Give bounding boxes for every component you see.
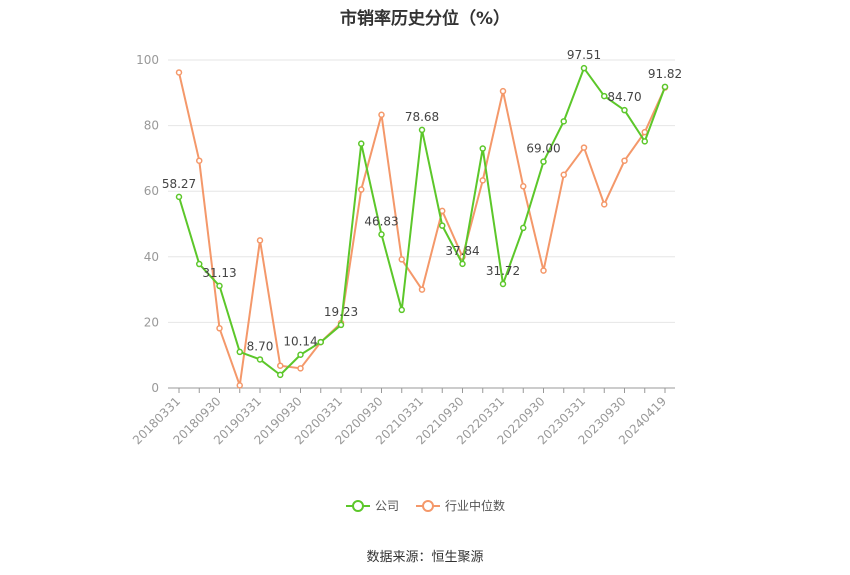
legend-item-company[interactable]: 公司 xyxy=(345,497,399,514)
company-data-point xyxy=(601,92,608,100)
legend-item-industry[interactable]: 行业中位数 xyxy=(415,497,505,514)
legend-industry-label: 行业中位数 xyxy=(445,499,506,513)
legend-company-label: 公司 xyxy=(374,499,399,513)
data-label: 37.84 xyxy=(445,244,479,258)
company-data-point xyxy=(378,231,385,238)
data-label: 97.51 xyxy=(567,48,601,62)
company-data-point xyxy=(479,145,486,152)
data-label: 84.70 xyxy=(607,90,641,104)
company-data-point xyxy=(418,126,426,134)
company-data-point xyxy=(520,224,527,232)
company-data-point xyxy=(175,193,183,201)
industry-data-point xyxy=(560,171,567,179)
company-data-point xyxy=(459,260,466,268)
data-label: 10.14 xyxy=(283,335,317,349)
company-data-point xyxy=(499,280,507,288)
industry-data-point xyxy=(479,177,486,184)
data-label: 91.82 xyxy=(648,67,682,81)
industry-data-point xyxy=(601,201,608,208)
legend-industry-marker xyxy=(416,499,440,512)
data-label: 19.23 xyxy=(324,305,358,319)
data-label: 31.72 xyxy=(486,264,520,278)
company-data-point xyxy=(540,158,547,165)
industry-data-point xyxy=(499,87,507,95)
industry-data-point xyxy=(540,267,547,274)
y-tick-label: 0 xyxy=(151,381,159,395)
company-data-point xyxy=(661,83,669,91)
industry-data-point xyxy=(277,362,284,369)
company-data-point xyxy=(196,260,203,268)
industry-data-point xyxy=(418,286,426,293)
legend: 公司 行业中位数 xyxy=(0,497,850,514)
y-tick-label: 20 xyxy=(144,315,159,329)
data-label: 78.68 xyxy=(405,110,439,124)
industry-data-point xyxy=(297,365,304,372)
industry-data-point xyxy=(398,256,405,263)
industry-data-point xyxy=(175,69,183,76)
y-tick-label: 80 xyxy=(144,119,159,133)
data-label: 58.27 xyxy=(162,177,196,191)
industry-data-point xyxy=(358,186,365,193)
company-data-point xyxy=(277,371,284,379)
company-data-point xyxy=(236,348,243,356)
industry-data-point xyxy=(196,157,203,164)
industry-data-point xyxy=(378,111,385,119)
company-data-point xyxy=(398,306,405,314)
company-data-point xyxy=(580,64,588,72)
company-data-point xyxy=(317,338,324,346)
company-data-point xyxy=(337,321,345,329)
data-label: 8.70 xyxy=(247,339,274,353)
data-label: 69.00 xyxy=(526,142,560,156)
y-tick-label: 100 xyxy=(136,53,159,67)
industry-data-point xyxy=(256,237,264,244)
company-data-point xyxy=(256,356,264,363)
industry-data-point xyxy=(216,325,223,332)
data-label: 46.83 xyxy=(364,214,398,228)
data-source: 数据来源：恒生聚源 xyxy=(366,550,484,565)
y-tick-label: 60 xyxy=(144,184,159,198)
y-tick-label: 40 xyxy=(144,250,159,264)
legend-company-marker xyxy=(345,499,370,512)
chart-title: 市销率历史分位（%） xyxy=(339,9,511,29)
company-data-point xyxy=(439,222,446,229)
company-data-point xyxy=(297,351,304,358)
data-label: 31.13 xyxy=(202,266,236,280)
company-data-point xyxy=(358,140,365,147)
company-data-point xyxy=(641,138,648,145)
company-data-point xyxy=(216,282,223,290)
industry-data-point xyxy=(621,157,628,164)
industry-data-point xyxy=(520,183,527,190)
company-data-point xyxy=(560,118,567,125)
chart-area: 0204060801002018033120180930201903312019… xyxy=(130,48,682,447)
company-data-point xyxy=(621,106,628,114)
industry-data-point xyxy=(580,144,588,151)
industry-data-point xyxy=(236,382,243,389)
